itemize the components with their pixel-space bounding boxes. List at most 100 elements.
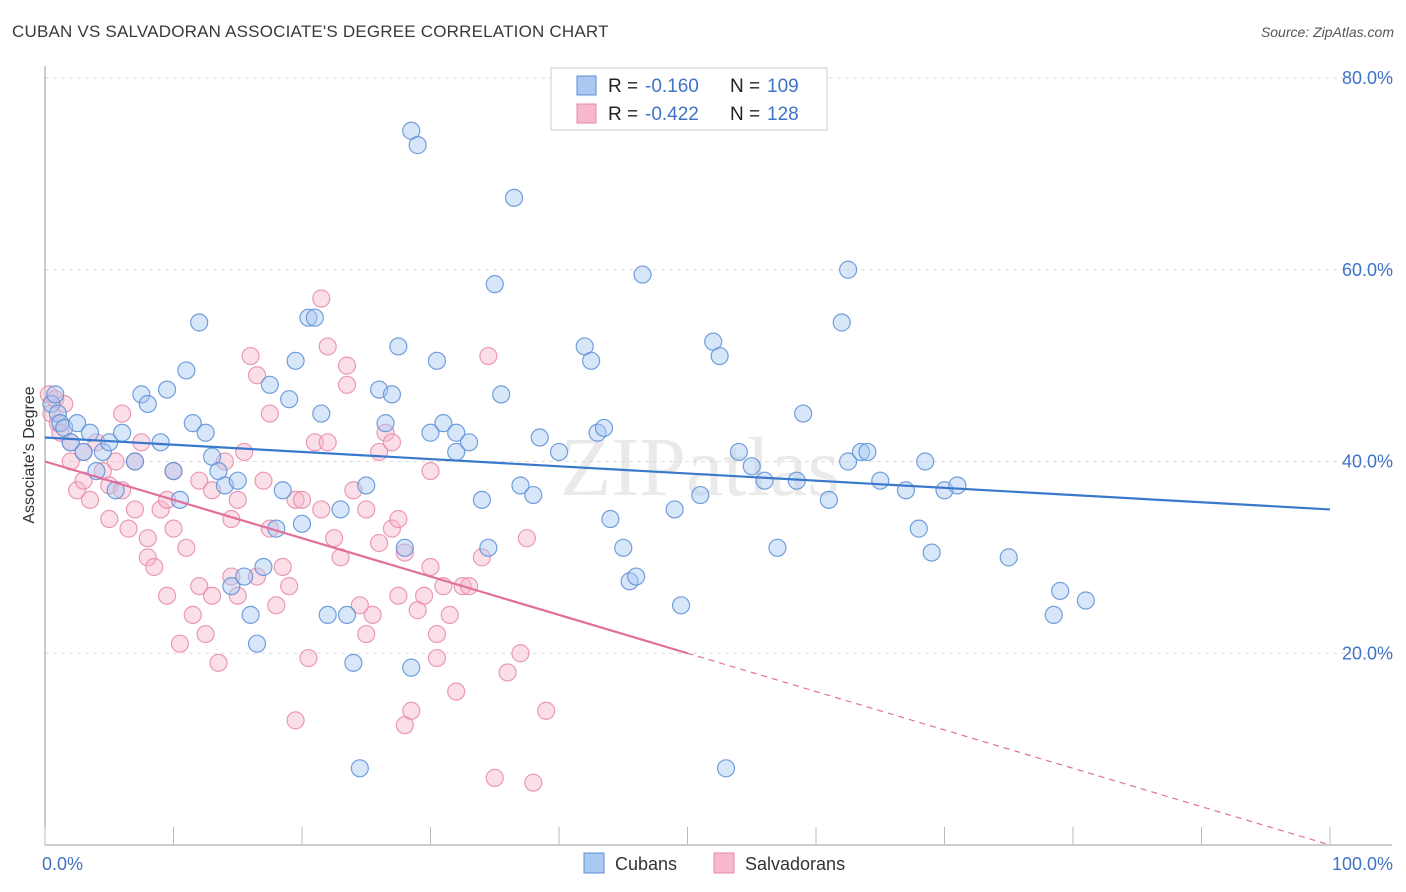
cuban-point xyxy=(151,433,170,452)
grid-lines xyxy=(45,77,1392,654)
salvadoran-point xyxy=(254,471,273,490)
salvadoran-point xyxy=(164,519,183,538)
salvadoran-point xyxy=(337,375,357,394)
cuban-point xyxy=(768,538,787,557)
cuban-point xyxy=(871,471,890,490)
salvadoran-point xyxy=(305,433,324,452)
salvadoran-point xyxy=(318,337,337,356)
cuban-point xyxy=(125,452,145,471)
cuban-point xyxy=(318,605,337,625)
cuban-point xyxy=(299,308,318,327)
salvadoran-point xyxy=(537,701,556,720)
salvadoran-point xyxy=(389,509,408,529)
cuban-point xyxy=(710,346,729,366)
salvadoran-point xyxy=(260,404,279,423)
legend-n-label: N = xyxy=(730,104,760,125)
salvadoran-point xyxy=(382,519,402,538)
salvadoran-point xyxy=(318,433,337,452)
salvadoran-point xyxy=(190,471,209,490)
salvadoran-point xyxy=(100,509,119,529)
salvadoran-point xyxy=(273,557,292,577)
salvadoran-point xyxy=(524,773,543,792)
salvadoran-point xyxy=(350,596,369,615)
cuban-point xyxy=(671,596,691,615)
cuban-point xyxy=(472,490,491,509)
cuban-point xyxy=(376,414,395,433)
salvadoran-point xyxy=(427,648,447,668)
bottom-legend: Cubans Salvadorans xyxy=(583,852,845,874)
salvadoran-point xyxy=(145,557,164,577)
cubans-points xyxy=(42,121,1095,778)
salvadoran-point xyxy=(472,548,491,567)
x-tick-labels: 0.0% 100.0% xyxy=(42,854,1393,874)
cuban-point xyxy=(447,423,466,442)
salvadorans-trend-line xyxy=(44,460,688,655)
cuban-point xyxy=(665,500,684,519)
salvadoran-point xyxy=(427,624,447,644)
y-tick-label: 20.0% xyxy=(1342,643,1393,663)
cuban-point xyxy=(530,428,549,447)
cuban-point xyxy=(492,385,511,404)
salvadoran-point xyxy=(440,605,459,625)
salvadoran-point xyxy=(447,682,466,701)
cuban-point xyxy=(421,423,440,442)
salvadoran-point xyxy=(228,586,247,605)
legend-cubans-r: -0.160 xyxy=(645,76,699,97)
cuban-point xyxy=(112,423,132,442)
cuban-point xyxy=(273,481,292,500)
y-tick-labels: 20.0% 40.0% 60.0% 80.0% xyxy=(1342,68,1393,663)
salvadoran-point xyxy=(112,404,132,423)
cuban-point xyxy=(742,457,761,476)
salvadoran-point xyxy=(395,543,414,562)
cuban-point xyxy=(46,385,65,404)
cuban-point xyxy=(177,361,196,380)
salvadoran-point xyxy=(157,586,177,605)
cuban-point xyxy=(292,514,312,533)
salvadoran-point xyxy=(68,481,87,500)
salvadoran-point xyxy=(106,452,125,471)
cuban-point xyxy=(729,442,749,462)
cuban-point xyxy=(479,538,498,557)
salvadoran-point xyxy=(312,500,331,519)
cuban-point xyxy=(395,538,414,557)
cuban-point xyxy=(794,404,813,423)
salvadoran-point xyxy=(222,567,241,586)
salvadoran-point xyxy=(286,490,305,509)
salvadoran-point xyxy=(235,442,254,462)
salvadoran-point xyxy=(267,596,286,615)
cuban-point xyxy=(132,385,151,404)
cuban-point xyxy=(389,337,408,356)
cuban-point xyxy=(357,476,376,495)
cubans-trend-line xyxy=(44,436,1331,511)
salvadoran-point xyxy=(286,711,305,730)
cuban-point xyxy=(858,442,877,462)
cuban-point xyxy=(228,471,247,490)
cuban-point xyxy=(614,538,633,557)
axes xyxy=(44,66,1392,846)
cuban-point xyxy=(312,404,331,423)
cuban-point xyxy=(402,658,421,677)
cuban-point xyxy=(832,313,851,332)
cuban-point xyxy=(626,567,646,586)
salvadoran-point xyxy=(87,433,106,452)
cuban-point xyxy=(344,653,363,672)
cuban-point xyxy=(1076,591,1095,610)
salvadoran-point xyxy=(312,289,331,308)
salvadoran-point xyxy=(138,548,157,567)
cuban-point xyxy=(247,634,267,653)
salvadoran-point xyxy=(479,346,498,366)
legend-cubans-n: 109 xyxy=(767,76,799,97)
salvadoran-point xyxy=(357,500,376,519)
salvadoran-point xyxy=(292,490,312,509)
cuban-point xyxy=(408,136,427,155)
cuban-point xyxy=(1044,605,1063,625)
salvadoran-point xyxy=(247,366,267,385)
cuban-point xyxy=(241,605,260,625)
cuban-point xyxy=(999,548,1018,567)
cuban-point xyxy=(839,260,858,279)
salvadoran-point xyxy=(151,500,170,519)
salvadoran-point xyxy=(421,461,440,481)
legend-box: R = -0.160 N = 109 R = -0.422 N = 128 xyxy=(550,67,828,131)
salvadoran-point xyxy=(421,557,440,577)
